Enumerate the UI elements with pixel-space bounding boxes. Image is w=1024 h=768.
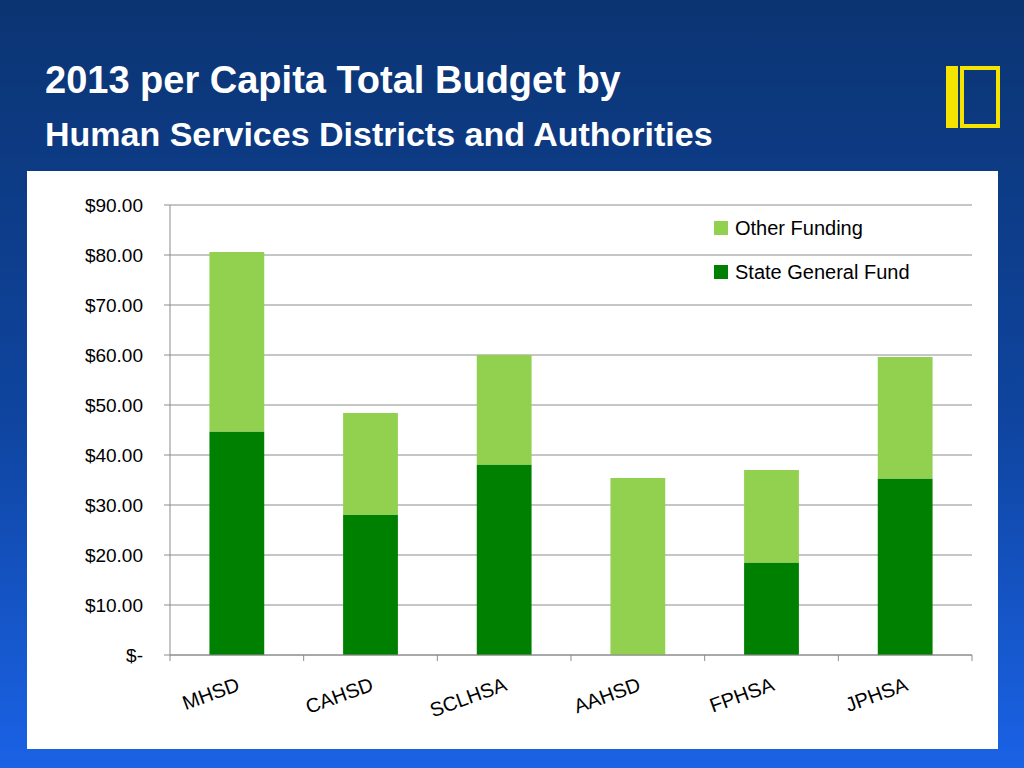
y-tick-label: $70.00 (85, 295, 143, 316)
x-tick-label: MHSD (179, 673, 242, 714)
subtitle: Human Services Districts and Authorities (45, 115, 713, 153)
legend-swatch (714, 221, 728, 235)
y-tick (164, 455, 170, 456)
x-tick (437, 655, 438, 661)
x-tick-label: CAHSD (303, 673, 376, 718)
bar (209, 432, 264, 656)
y-tick-label: $50.00 (85, 395, 143, 416)
y-tick (164, 405, 170, 406)
x-tick-label: FPHSA (707, 673, 778, 717)
y-tick-label: $30.00 (85, 495, 143, 516)
y-tick-label: $80.00 (85, 245, 143, 266)
legend-swatch (714, 265, 728, 279)
grid-line (170, 305, 972, 306)
x-tick (571, 655, 572, 661)
chart-panel (27, 171, 998, 749)
y-tick (164, 305, 170, 306)
x-tick-label: JPHSA (842, 673, 911, 716)
y-tick (164, 655, 170, 656)
y-tick (164, 555, 170, 556)
y-tick (164, 605, 170, 606)
grid-line (170, 255, 972, 256)
bar (744, 470, 799, 563)
y-axis (170, 205, 171, 655)
x-tick (704, 655, 705, 661)
y-tick-label: $- (126, 645, 143, 666)
bars (209, 252, 932, 655)
x-tick-label: AAHSD (571, 673, 643, 717)
grid-line (170, 555, 972, 556)
y-tick (164, 355, 170, 356)
slide: 2013 per Capita Total Budget by Human Ser… (0, 0, 1024, 768)
y-tick (164, 205, 170, 206)
legend-label: Other Funding (735, 217, 863, 239)
y-tick (164, 505, 170, 506)
bar (343, 413, 398, 515)
bar (744, 563, 799, 656)
x-tick (170, 655, 171, 661)
bar (878, 357, 933, 479)
title: 2013 per Capita Total Budget by (45, 59, 621, 101)
x-tick (303, 655, 304, 661)
bar (477, 465, 532, 656)
y-tick-label: $20.00 (85, 545, 143, 566)
grid-line (170, 455, 972, 456)
y-tick-label: $90.00 (85, 195, 143, 216)
bar (209, 252, 264, 432)
y-tick (164, 255, 170, 256)
bar (610, 478, 665, 655)
y-tick-label: $10.00 (85, 595, 143, 616)
x-tick-label: SCLHSA (427, 673, 510, 721)
logo-bar (946, 66, 958, 128)
grid-line (170, 355, 972, 356)
bar (477, 355, 532, 465)
grid-line (170, 605, 972, 606)
x-tick (838, 655, 839, 661)
logo-frame (962, 68, 998, 126)
y-tick-label: $40.00 (85, 445, 143, 466)
grid-line (170, 505, 972, 506)
grid-line (170, 405, 972, 406)
bar (878, 479, 933, 656)
y-tick-label: $60.00 (85, 345, 143, 366)
grid-line (170, 205, 972, 206)
bar (343, 515, 398, 655)
legend-label: State General Fund (735, 261, 910, 283)
x-tick (972, 655, 973, 661)
